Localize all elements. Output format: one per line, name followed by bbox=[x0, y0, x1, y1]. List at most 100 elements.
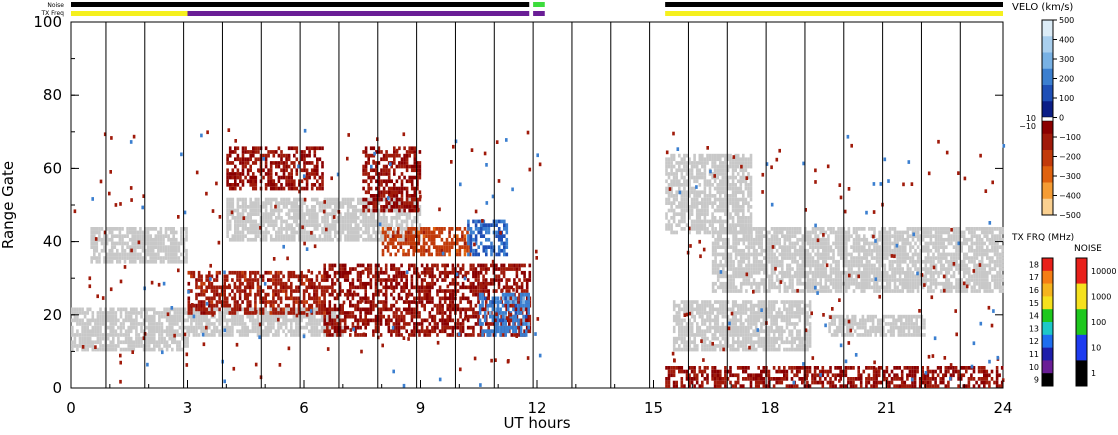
ground-scatter-cell bbox=[962, 285, 966, 290]
velocity-cell bbox=[254, 303, 257, 308]
ground-scatter-cell bbox=[788, 285, 792, 290]
ground-scatter-cell bbox=[726, 333, 730, 337]
ground-scatter-cell bbox=[770, 256, 774, 260]
ground-scatter-cell bbox=[824, 245, 828, 249]
velocity-cell bbox=[259, 311, 262, 315]
ground-scatter-cell bbox=[798, 311, 802, 315]
ground-scatter-cell bbox=[837, 263, 840, 268]
ground-scatter-cell bbox=[354, 223, 358, 227]
ground-scatter-cell bbox=[891, 248, 894, 253]
ground-scatter-cell bbox=[973, 234, 976, 238]
ground-scatter-cell bbox=[272, 237, 276, 242]
ground-scatter-cell bbox=[308, 322, 311, 326]
ground-scatter-cell bbox=[801, 252, 805, 257]
ground-scatter-cell bbox=[228, 318, 232, 323]
ground-scatter-cell bbox=[978, 270, 981, 275]
ground-scatter-cell bbox=[675, 336, 679, 341]
ground-scatter-cell bbox=[698, 329, 702, 334]
ground-scatter-cell bbox=[163, 344, 166, 348]
ground-scatter-cell bbox=[724, 168, 727, 173]
ground-scatter-cell bbox=[724, 186, 727, 191]
ground-scatter-cell bbox=[870, 234, 874, 238]
velocity-cell bbox=[208, 281, 211, 286]
ground-scatter-cell bbox=[667, 223, 671, 227]
ground-scatter-cell bbox=[980, 245, 984, 249]
ground-scatter-cell bbox=[970, 285, 974, 290]
ground-scatter-cell bbox=[284, 307, 288, 312]
ground-scatter-cell bbox=[744, 329, 748, 334]
ground-scatter-cell bbox=[866, 318, 870, 323]
ground-scatter-cell bbox=[708, 340, 712, 345]
velocity-cell bbox=[272, 303, 275, 308]
ground-scatter-cell bbox=[745, 234, 748, 238]
ground-scatter-cell bbox=[295, 205, 299, 209]
ground-scatter-cell bbox=[137, 340, 141, 345]
ground-scatter-cell bbox=[747, 164, 750, 169]
ground-scatter-cell bbox=[747, 259, 751, 264]
ground-scatter-cell bbox=[752, 314, 755, 319]
velocity-cell bbox=[269, 285, 273, 290]
ground-scatter-cell bbox=[993, 241, 997, 246]
ground-scatter-cell bbox=[721, 325, 725, 330]
ground-scatter-cell bbox=[113, 256, 117, 260]
velocity-cell bbox=[274, 292, 278, 297]
ground-scatter-cell bbox=[901, 285, 904, 290]
ground-scatter-cell bbox=[313, 234, 317, 238]
ground-scatter-cell bbox=[835, 314, 839, 319]
ground-scatter-cell bbox=[716, 318, 720, 323]
ground-scatter-cell bbox=[950, 256, 953, 260]
ground-scatter-cell bbox=[839, 230, 843, 235]
ground-scatter-cell bbox=[732, 278, 735, 282]
ground-scatter-cell bbox=[670, 172, 673, 176]
ground-scatter-cell bbox=[244, 208, 247, 213]
ground-scatter-cell bbox=[241, 208, 245, 213]
ground-scatter-cell bbox=[845, 241, 848, 246]
ground-scatter-cell bbox=[155, 329, 159, 334]
ground-scatter-cell bbox=[249, 227, 252, 231]
ground-scatter-cell bbox=[416, 216, 419, 220]
ground-scatter-cell bbox=[731, 340, 735, 345]
ground-scatter-cell bbox=[134, 230, 137, 235]
ground-scatter-cell bbox=[874, 333, 877, 337]
ground-scatter-cell bbox=[127, 329, 130, 334]
ground-scatter-cell bbox=[742, 311, 745, 315]
ground-scatter-cell bbox=[685, 179, 689, 184]
ground-scatter-cell bbox=[88, 340, 92, 345]
ground-scatter-cell bbox=[991, 234, 994, 238]
ground-scatter-cell bbox=[875, 259, 879, 264]
noise-bar-segment-0 bbox=[71, 2, 530, 7]
ground-scatter-cell bbox=[672, 303, 676, 308]
ground-scatter-cell bbox=[167, 256, 170, 260]
ground-scatter-cell bbox=[395, 212, 399, 216]
ground-scatter-cell bbox=[814, 252, 817, 257]
ground-scatter-cell bbox=[737, 230, 740, 235]
ground-scatter-cell bbox=[886, 252, 889, 257]
ground-scatter-cell bbox=[236, 234, 240, 238]
ground-scatter-cell bbox=[195, 322, 198, 326]
ground-scatter-cell bbox=[708, 347, 712, 352]
ground-scatter-cell bbox=[731, 322, 735, 326]
ground-scatter-cell bbox=[160, 311, 164, 315]
ground-scatter-cell bbox=[721, 197, 725, 202]
ground-scatter-cell bbox=[798, 303, 802, 308]
ground-scatter-cell bbox=[896, 278, 899, 282]
ground-scatter-cell bbox=[993, 274, 997, 279]
velocity-cell bbox=[277, 281, 280, 286]
ground-scatter-cell bbox=[770, 314, 773, 319]
ground-scatter-cell bbox=[246, 237, 250, 242]
ground-scatter-cell bbox=[747, 325, 750, 330]
ground-scatter-cell bbox=[344, 212, 347, 216]
ground-scatter-cell bbox=[832, 267, 835, 271]
ground-scatter-cell bbox=[921, 234, 925, 238]
ground-scatter-cell bbox=[254, 237, 258, 242]
ground-scatter-cell bbox=[801, 289, 805, 293]
ground-scatter-cell bbox=[845, 230, 848, 235]
ground-scatter-cell bbox=[927, 289, 930, 293]
ground-scatter-cell bbox=[788, 303, 791, 308]
ground-scatter-cell bbox=[816, 252, 820, 257]
ground-scatter-cell bbox=[88, 318, 92, 323]
ground-scatter-cell bbox=[729, 256, 733, 260]
ground-scatter-cell bbox=[950, 285, 953, 290]
ground-scatter-cell bbox=[752, 237, 756, 242]
ground-scatter-cell bbox=[665, 223, 668, 227]
